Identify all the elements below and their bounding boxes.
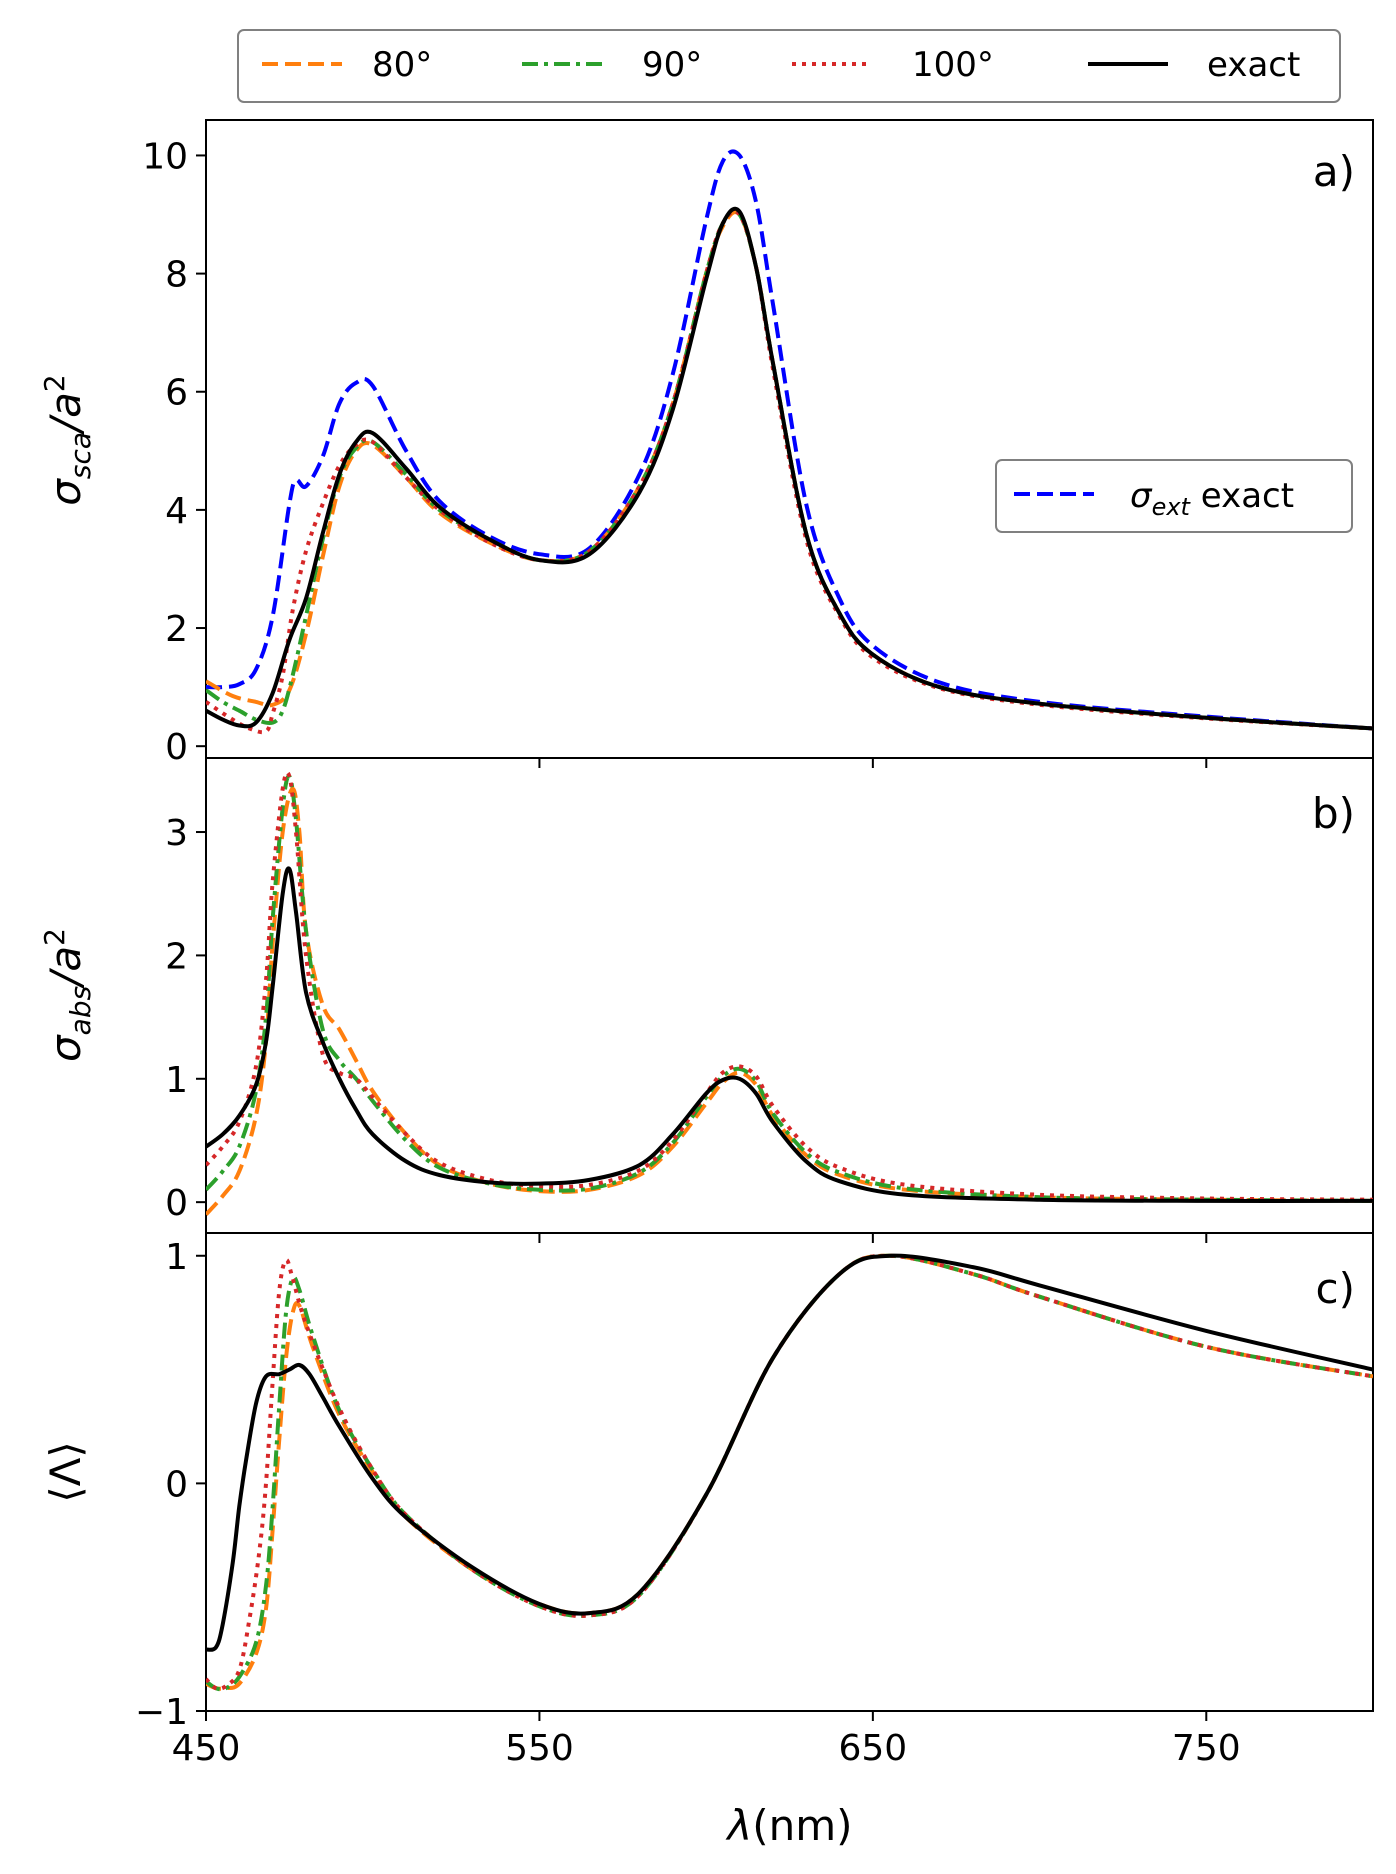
series-line-exact	[206, 866, 1373, 1203]
inset-legend-sym: σ	[1130, 476, 1153, 516]
x-ticks: 450 550 650 750	[172, 758, 1241, 1769]
series-line-exact	[206, 206, 1373, 731]
legend-label-80: 80°	[372, 45, 432, 85]
panel-b-frame	[205, 757, 1374, 1234]
y-tick-label: 2	[165, 609, 188, 650]
panel-b-y-ticks: 0 1 2 3	[165, 813, 206, 1224]
inset-legend-label: σext exact	[1130, 476, 1294, 521]
panel-b-ylabel: σabs/a2	[38, 928, 97, 1062]
x-tick-label: 750	[1172, 1728, 1241, 1769]
top-legend: 80° 90° 100° exact	[237, 29, 1341, 103]
top-legend-frame	[237, 29, 1341, 103]
panel-a-label: a)	[1313, 147, 1355, 196]
x-axis-label-rest: (nm)	[752, 1801, 852, 1850]
y-tick-label: 0	[165, 727, 188, 768]
y-tick-label: 3	[165, 813, 188, 854]
series-line-ext	[206, 149, 1373, 731]
y-tick-label: 2	[165, 936, 188, 977]
panel-a-ylabel: σsca/a2	[38, 374, 97, 505]
y-tick-label: −1	[135, 1692, 188, 1733]
x-tick-label: 650	[838, 1728, 907, 1769]
series-line-80	[206, 786, 1373, 1216]
panel-b-ylabel-sym: σ	[41, 1034, 90, 1062]
x-tick-label: 550	[505, 1728, 574, 1769]
panel-b-label: b)	[1312, 789, 1355, 838]
legend-label-exact: exact	[1207, 45, 1300, 85]
legend-label-100: 100°	[912, 45, 994, 85]
panel-b-ylabel-sub: abs	[64, 986, 97, 1036]
y-tick-label: 0	[165, 1464, 188, 1505]
panel-c-frame	[205, 1232, 1374, 1712]
panel-a-ylabel-rest: /a	[41, 392, 90, 436]
x-axis-label: λ(nm)	[725, 1801, 852, 1850]
inset-legend-rest: exact	[1190, 476, 1294, 516]
panel-a-y-ticks: 0 2 4 6 8 10	[142, 136, 206, 768]
x-tick-label: 450	[172, 1728, 241, 1769]
y-tick-label: 1	[165, 1237, 188, 1278]
panel-a-ylabel-sup: 2	[38, 374, 71, 392]
panel-c-y-ticks: −1 0 1	[135, 1237, 206, 1733]
series-line-100	[206, 1253, 1373, 1691]
panel-b-ylabel-sup: 2	[38, 928, 71, 946]
panel-a-ylabel-sub: sca	[64, 432, 97, 479]
panel-c-ylabel: ⟨Λ⟩	[41, 1441, 90, 1503]
inset-legend-sub: ext	[1152, 493, 1192, 521]
y-tick-label: 1	[165, 1060, 188, 1101]
y-tick-label: 6	[165, 373, 188, 414]
y-tick-label: 8	[165, 255, 188, 296]
y-tick-label: 0	[165, 1183, 188, 1224]
inset-legend-ext: σext exact	[995, 459, 1353, 533]
panel-a-series	[206, 149, 1373, 735]
panel-b-ylabel-rest: /a	[41, 946, 90, 990]
series-line-100	[206, 770, 1373, 1202]
legend-label-90: 90°	[642, 45, 702, 85]
panel-b-series	[206, 770, 1373, 1216]
x-axis-label-sym: λ	[725, 1801, 752, 1850]
y-tick-label: 10	[142, 136, 188, 177]
y-tick-label: 4	[165, 491, 188, 532]
series-line-exact	[206, 1253, 1373, 1652]
panel-c-series	[206, 1253, 1373, 1692]
panel-c-label: c)	[1316, 1264, 1355, 1313]
inset-legend-frame	[995, 459, 1353, 533]
series-line-80	[206, 1253, 1373, 1691]
series-line-90	[206, 1253, 1373, 1692]
panel-a-ylabel-sym: σ	[41, 478, 90, 506]
